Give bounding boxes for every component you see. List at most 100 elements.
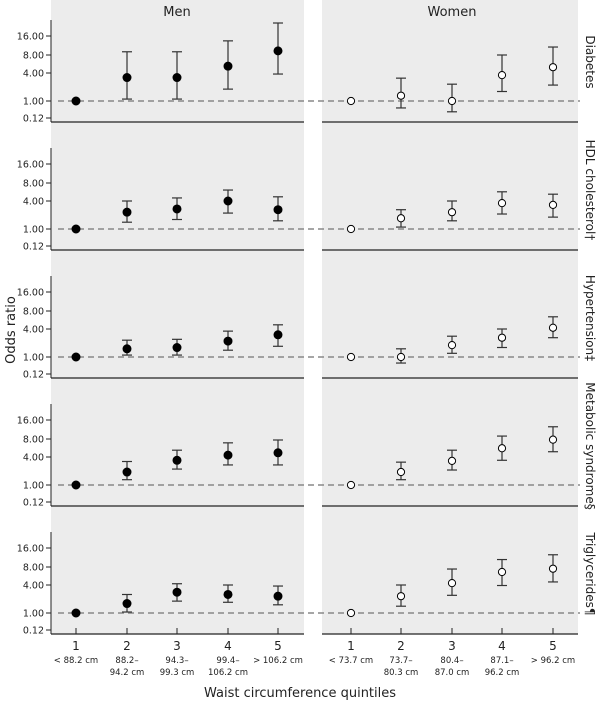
data-point-men: [172, 455, 182, 465]
y-tick-label: 4.00: [23, 69, 44, 80]
data-point-women: [346, 608, 356, 618]
y-tick-label: 8.00: [23, 563, 44, 574]
data-point-men: [71, 480, 81, 490]
outcome-label: Diabetes: [583, 35, 597, 88]
x-tick-label: 1: [72, 639, 80, 653]
x-tick-label: 2: [397, 639, 405, 653]
data-point-women: [548, 200, 558, 209]
x-range-label: 87.1–: [490, 656, 513, 666]
x-range-label: < 88.2 cm: [54, 656, 98, 666]
y-tick-label: 16.00: [17, 288, 44, 299]
y-tick-label: 8.00: [23, 307, 44, 318]
column-header-women: Women: [428, 5, 477, 20]
x-tick-label: 4: [224, 639, 232, 653]
x-range-label: 88.2–: [115, 656, 138, 666]
data-point-men: [122, 207, 132, 217]
data-point-men: [122, 467, 132, 477]
data-point-women: [497, 71, 507, 80]
outcome-label: Metabolic syndrome§: [583, 382, 597, 510]
data-point-women: [548, 63, 558, 72]
data-point-women: [346, 352, 356, 362]
y-tick-label: 8.00: [23, 179, 44, 190]
data-point-women: [497, 567, 507, 577]
data-point-women: [447, 341, 457, 350]
data-point-women: [548, 323, 558, 332]
y-tick-label: 4.00: [23, 581, 44, 592]
x-range-label: 94.3–: [165, 656, 188, 666]
data-point-men: [172, 587, 182, 597]
x-tick-label: 2: [123, 639, 131, 653]
data-point-men: [223, 450, 233, 460]
x-tick-label: 4: [498, 639, 506, 653]
panel-background-men: [51, 0, 304, 634]
panel-background-women: [322, 0, 578, 634]
data-point-men: [172, 204, 182, 214]
x-range-label: 80.3 cm: [384, 668, 419, 678]
data-point-women: [447, 579, 457, 588]
y-tick-label: 16.00: [17, 416, 44, 427]
column-header-men: Men: [163, 5, 190, 20]
data-point-men: [122, 344, 132, 354]
data-point-women: [497, 333, 507, 342]
y-tick-label: 1.00: [23, 97, 44, 108]
y-tick-label: 4.00: [23, 197, 44, 208]
data-point-women: [346, 224, 356, 234]
y-tick-label: 0.12: [23, 626, 44, 637]
y-tick-label: 0.12: [23, 370, 44, 381]
x-range-label: 99.3 cm: [160, 668, 195, 678]
x-range-label: < 73.7 cm: [329, 656, 373, 666]
x-range-label: 80.4–: [440, 656, 463, 666]
x-range-label: 87.0 cm: [435, 668, 470, 678]
x-range-label: 99.4–: [216, 656, 239, 666]
outcome-label: Hypertension‡: [583, 275, 597, 361]
y-tick-label: 16.00: [17, 544, 44, 555]
data-point-men: [273, 591, 283, 601]
y-tick-label: 1.00: [23, 481, 44, 492]
y-tick-label: 1.00: [23, 353, 44, 364]
y-tick-label: 4.00: [23, 325, 44, 336]
data-point-men: [273, 46, 283, 56]
data-point-women: [548, 435, 558, 444]
y-tick-label: 16.00: [17, 32, 44, 43]
y-tick-label: 8.00: [23, 51, 44, 62]
data-point-men: [223, 336, 233, 346]
data-point-men: [273, 448, 283, 458]
x-range-label: 106.2 cm: [208, 668, 248, 678]
data-point-women: [396, 592, 406, 601]
x-range-label: 96.2 cm: [485, 668, 520, 678]
x-range-label: 73.7–: [389, 656, 412, 666]
data-point-women: [346, 480, 356, 490]
data-point-women: [497, 444, 507, 453]
data-point-men: [71, 224, 81, 234]
data-point-women: [447, 208, 457, 217]
data-point-men: [122, 599, 132, 609]
data-point-men: [172, 73, 182, 83]
data-point-men: [122, 73, 132, 83]
data-point-women: [396, 352, 406, 362]
data-point-women: [396, 214, 406, 223]
data-point-men: [71, 352, 81, 362]
data-point-men: [223, 589, 233, 599]
x-tick-label: 5: [274, 639, 282, 653]
data-point-women: [396, 91, 406, 100]
x-range-label: 94.2 cm: [110, 668, 145, 678]
x-tick-label: 3: [448, 639, 456, 653]
x-axis-label: Waist circumference quintiles: [204, 686, 396, 701]
data-point-women: [346, 96, 356, 106]
y-tick-label: 16.00: [17, 160, 44, 171]
x-tick-label: 5: [549, 639, 557, 653]
data-point-men: [223, 196, 233, 206]
data-point-men: [273, 330, 283, 340]
y-tick-label: 0.12: [23, 114, 44, 125]
data-point-women: [497, 199, 507, 208]
y-tick-label: 8.00: [23, 435, 44, 446]
y-tick-label: 1.00: [23, 609, 44, 620]
data-point-women: [396, 467, 406, 477]
data-point-men: [172, 343, 182, 353]
y-tick-label: 0.12: [23, 242, 44, 253]
data-point-women: [447, 96, 457, 106]
y-tick-label: 1.00: [23, 225, 44, 236]
x-range-label: > 96.2 cm: [531, 656, 575, 666]
data-point-women: [548, 564, 558, 573]
